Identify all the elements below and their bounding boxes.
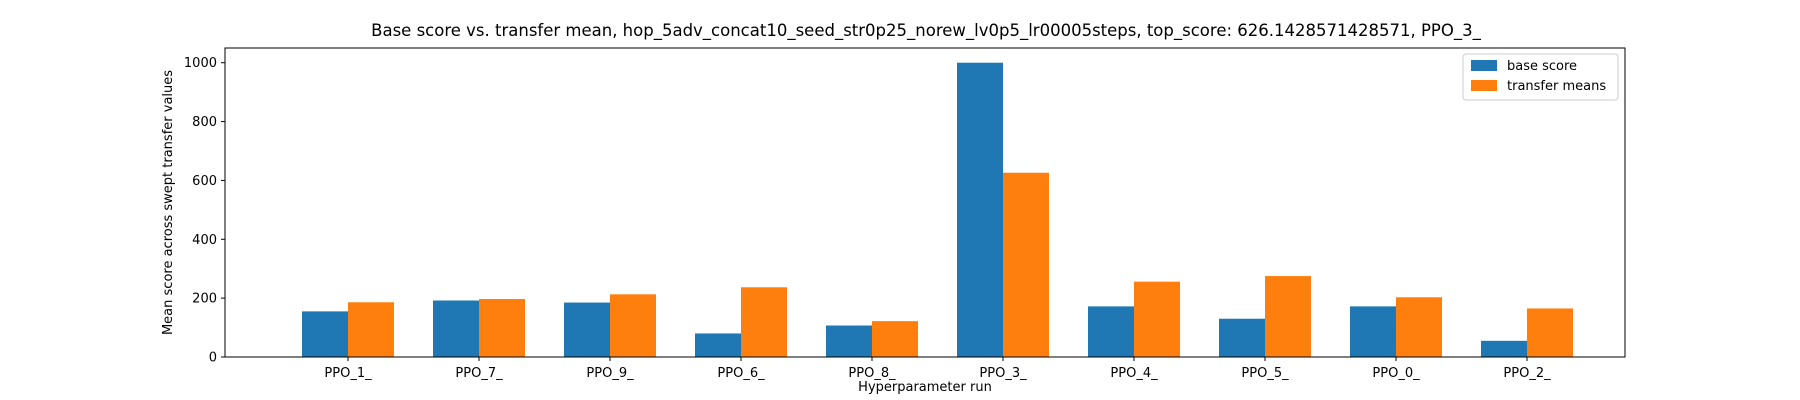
x-tick-label: PPO_6_: [717, 366, 765, 381]
y-tick-label: 200: [192, 292, 217, 307]
legend-label: transfer means: [1507, 79, 1606, 94]
bar-base-score-ppo-0: [1350, 306, 1396, 357]
bar-base-score-ppo-9: [564, 302, 610, 357]
x-tick-label: PPO_2_: [1503, 366, 1551, 381]
y-axis-ticks: 0 200 400 600 800 1000: [184, 56, 225, 366]
legend-label: base score: [1507, 59, 1577, 74]
bar-transfer-means-ppo-5: [1265, 276, 1311, 357]
bar-base-score-ppo-5: [1219, 318, 1265, 357]
x-tick-label: PPO_1_: [324, 366, 372, 381]
bar-transfer-means-ppo-4: [1134, 281, 1180, 357]
y-tick-label: 0: [209, 351, 217, 366]
bar-transfer-means-ppo-7: [479, 299, 525, 357]
bar-transfer-means-ppo-6: [741, 287, 787, 357]
bar-transfer-means-ppo-0: [1396, 297, 1442, 357]
y-tick-label: 1000: [184, 56, 217, 71]
legend-frame: [1462, 53, 1619, 101]
bar-transfer-means-ppo-9: [610, 294, 656, 357]
legend: base score transfer means: [1462, 53, 1619, 101]
x-tick-label: PPO_3_: [979, 366, 1027, 381]
y-axis-label: Mean score across swept transfer values: [161, 70, 176, 335]
bar-transfer-means-ppo-8: [872, 321, 918, 357]
bar-transfer-means-ppo-2: [1527, 308, 1573, 357]
x-tick-label: PPO_9_: [586, 366, 634, 381]
bar-base-score-ppo-2: [1481, 340, 1527, 357]
legend-swatch: [1471, 60, 1497, 71]
bar-base-score-ppo-1: [302, 311, 348, 357]
chart-title: Base score vs. transfer mean, hop_5adv_c…: [371, 21, 1481, 41]
x-tick-label: PPO_5_: [1241, 366, 1289, 381]
legend-swatch: [1471, 80, 1497, 91]
y-tick-label: 400: [192, 233, 217, 248]
bar-base-score-ppo-7: [433, 300, 479, 357]
plot-frame: [224, 47, 1626, 358]
x-tick-label: PPO_0_: [1372, 366, 1420, 381]
bar-base-score-ppo-6: [695, 333, 741, 357]
bars-group: [302, 62, 1573, 357]
x-tick-label: PPO_7_: [455, 366, 503, 381]
bar-transfer-means-ppo-1: [348, 302, 394, 357]
bar-base-score-ppo-8: [826, 325, 872, 357]
x-tick-label: PPO_8_: [848, 366, 896, 381]
x-tick-label: PPO_4_: [1110, 366, 1158, 381]
bar-base-score-ppo-4: [1088, 306, 1134, 357]
bar-transfer-means-ppo-3: [1003, 172, 1049, 357]
bar-base-score-ppo-3: [957, 62, 1003, 357]
y-tick-label: 600: [192, 174, 217, 189]
y-tick-label: 800: [192, 115, 217, 130]
x-axis-label: Hyperparameter run: [858, 380, 992, 395]
x-axis-ticks: PPO_1_ PPO_7_ PPO_9_ PPO_6_ PPO_8_ PPO_3_ PPO_…: [324, 357, 1551, 381]
